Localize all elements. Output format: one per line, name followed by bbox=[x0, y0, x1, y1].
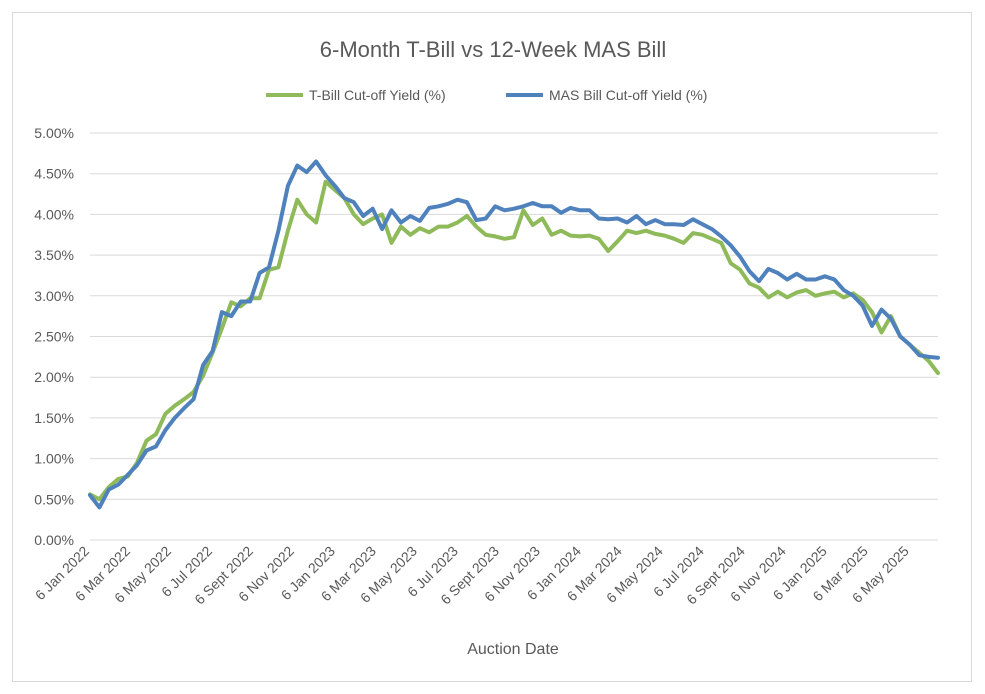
chart-frame: 6-Month T-Bill vs 12-Week MAS Bill T-Bil… bbox=[12, 12, 972, 682]
chart-title: 6-Month T-Bill vs 12-Week MAS Bill bbox=[320, 37, 666, 62]
y-tick-label: 4.50% bbox=[34, 166, 74, 182]
legend-label-tbill: T-Bill Cut-off Yield (%) bbox=[309, 87, 446, 103]
legend: T-Bill Cut-off Yield (%) MAS Bill Cut-of… bbox=[266, 87, 707, 103]
series-line-tbill bbox=[88, 179, 940, 502]
y-tick-label: 5.00% bbox=[34, 125, 74, 141]
y-tick-label: 2.00% bbox=[34, 369, 74, 385]
y-tick-label: 0.00% bbox=[34, 532, 74, 548]
y-tick-label: 2.50% bbox=[34, 329, 74, 345]
y-tick-label: 4.00% bbox=[34, 206, 74, 222]
chart: 6-Month T-Bill vs 12-Week MAS Bill T-Bil… bbox=[32, 37, 940, 658]
gridlines bbox=[90, 132, 938, 541]
series-lines bbox=[88, 159, 940, 510]
x-axis-title: Auction Date bbox=[467, 641, 559, 658]
y-axis-ticks: 0.00% 0.50% 1.00% 1.50% 2.00% 2.50% 3.00% 3.50%… bbox=[34, 125, 74, 548]
legend-label-mas: MAS Bill Cut-off Yield (%) bbox=[549, 87, 707, 103]
y-tick-label: 3.50% bbox=[34, 247, 74, 263]
y-tick-label: 1.50% bbox=[34, 410, 74, 426]
series-line-mas bbox=[88, 159, 940, 510]
y-tick-label: 1.00% bbox=[34, 451, 74, 467]
y-tick-label: 0.50% bbox=[34, 491, 74, 507]
y-tick-label: 3.00% bbox=[34, 288, 74, 304]
